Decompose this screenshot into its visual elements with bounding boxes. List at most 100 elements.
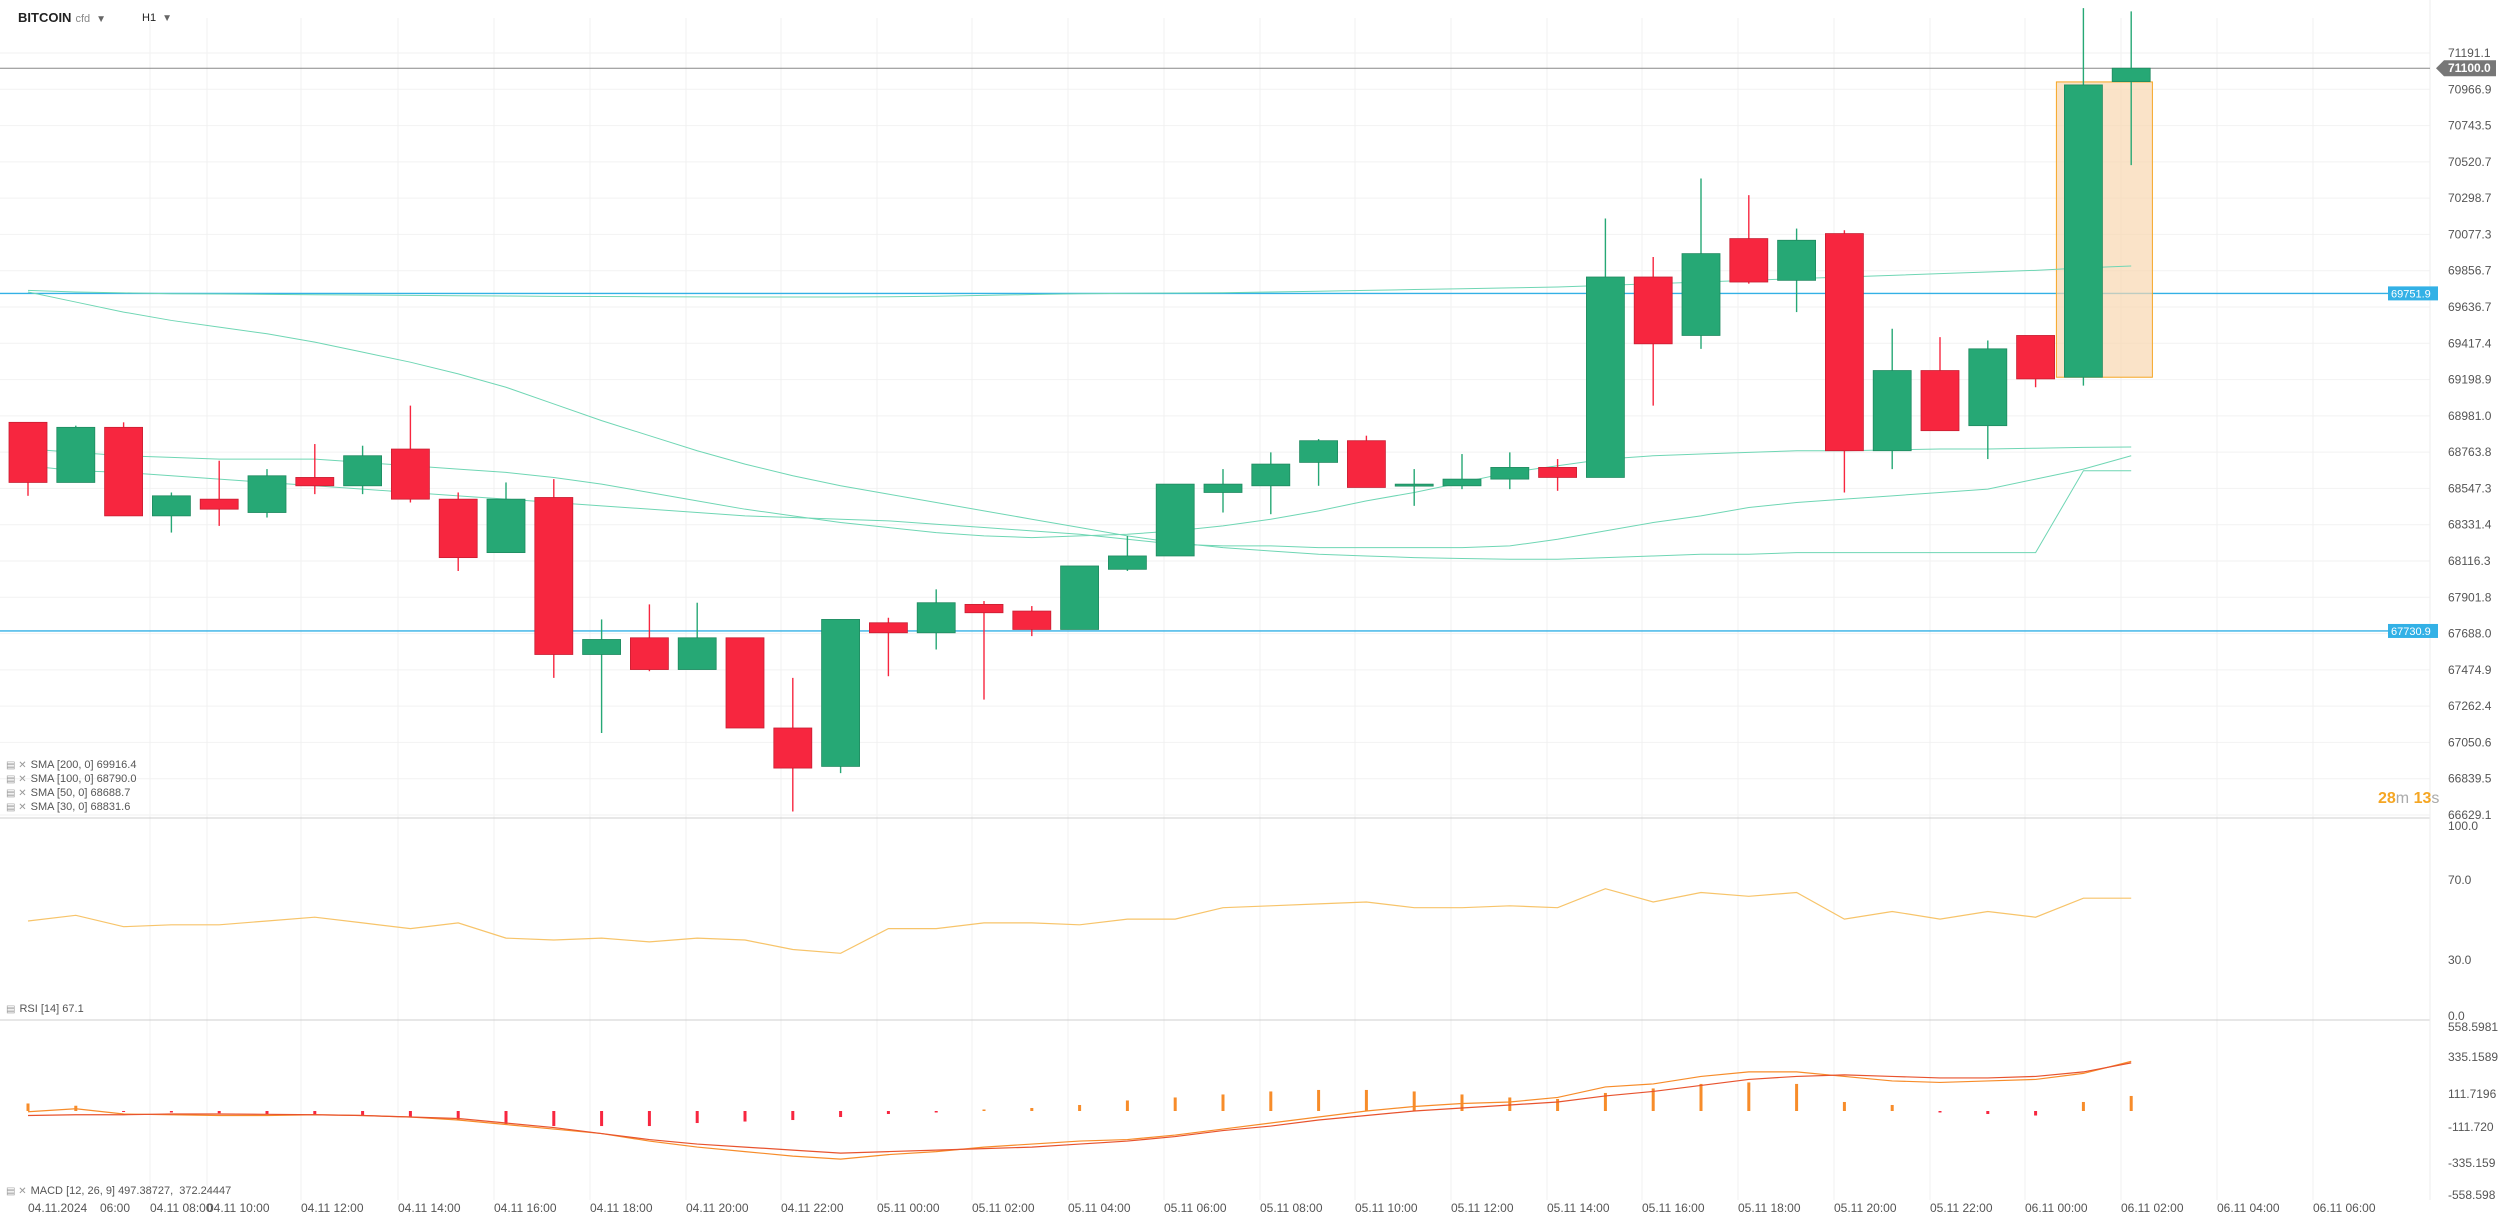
rsi-tick-label: 100.0 bbox=[2448, 819, 2478, 833]
macd-histogram-bar bbox=[313, 1111, 317, 1115]
candle-body bbox=[725, 637, 765, 729]
time-tick-label: 05.11 06:00 bbox=[1164, 1201, 1227, 1215]
candle-body bbox=[56, 426, 96, 483]
price-tick-label: 68331.4 bbox=[2448, 518, 2492, 532]
indicator-sma-200[interactable]: ▤ ✕ SMA [200, 0] 69916.4 bbox=[6, 759, 137, 771]
candle-body bbox=[1155, 483, 1195, 557]
candle-body bbox=[1586, 276, 1625, 478]
macd-histogram-bar bbox=[122, 1111, 126, 1112]
indicator-rsi[interactable]: ▤ RSI [14] 67.1 bbox=[6, 1003, 84, 1015]
time-tick-label: 04.11 08:00 bbox=[150, 1201, 213, 1215]
price-tick-label: 68981.0 bbox=[2448, 409, 2492, 423]
settings-close-icon[interactable]: ▤ ✕ bbox=[6, 1186, 27, 1197]
price-tick-label: 67050.6 bbox=[2448, 735, 2492, 749]
macd-histogram-bar bbox=[1317, 1089, 1321, 1111]
candle-body bbox=[343, 455, 383, 487]
hline-label-box bbox=[2388, 623, 2438, 638]
current-price-tag bbox=[2436, 60, 2496, 77]
time-tick-label: 05.11 02:00 bbox=[972, 1201, 1035, 1215]
candle-body bbox=[2016, 335, 2055, 380]
macd-histogram-bar bbox=[1986, 1111, 1990, 1115]
macd-histogram-bar bbox=[552, 1111, 556, 1127]
macd-tick-label: 558.5981 bbox=[2448, 1020, 2498, 1034]
time-tick-label: 04.11 10:00 bbox=[207, 1201, 270, 1215]
price-tick-label: 66629.1 bbox=[2448, 808, 2492, 822]
settings-close-icon[interactable]: ▤ ✕ bbox=[6, 788, 27, 799]
price-tick-label: 70077.3 bbox=[2448, 227, 2492, 241]
candle-body bbox=[1872, 370, 1912, 452]
time-tick-label: 06.11 06:00 bbox=[2313, 1201, 2376, 1215]
macd-histogram-bar bbox=[2081, 1101, 2085, 1111]
candle-body bbox=[1777, 239, 1816, 281]
sma200-line bbox=[27, 455, 2132, 549]
chevron-down-icon: ▼ bbox=[96, 14, 107, 25]
macd-histogram-bar bbox=[361, 1111, 365, 1116]
macd-histogram-bar bbox=[1603, 1092, 1607, 1111]
macd-histogram-bar bbox=[1699, 1083, 1703, 1111]
candle-body bbox=[486, 498, 526, 554]
candle-body bbox=[1442, 478, 1482, 487]
macd-histogram-bar bbox=[1556, 1098, 1560, 1111]
candle-body bbox=[1012, 610, 1052, 630]
settings-close-icon[interactable]: ▤ ✕ bbox=[6, 774, 27, 785]
macd-histogram-bar bbox=[1269, 1091, 1273, 1111]
time-tick-label: 05.11 04:00 bbox=[1068, 1201, 1131, 1215]
candle-body bbox=[1729, 238, 1769, 283]
candle-body bbox=[1633, 276, 1673, 345]
macd-histogram-bar bbox=[600, 1111, 604, 1127]
time-tick-label: 05.11 00:00 bbox=[877, 1201, 940, 1215]
macd-histogram-bar bbox=[1651, 1088, 1655, 1111]
macd-histogram-bar bbox=[934, 1111, 938, 1113]
macd-histogram-bar bbox=[647, 1111, 651, 1127]
price-tick-label: 70743.5 bbox=[2448, 119, 2492, 133]
candle-body bbox=[199, 498, 239, 510]
macd-histogram-bar bbox=[1938, 1111, 1942, 1113]
price-tick-label: 71191.1 bbox=[2448, 46, 2491, 60]
settings-icon[interactable]: ▤ bbox=[6, 1004, 16, 1015]
timeframe-selector[interactable]: H1 ▼ bbox=[142, 12, 172, 24]
macd-histogram-bar bbox=[695, 1111, 699, 1124]
indicator-sma-30[interactable]: ▤ ✕ SMA [30, 0] 68831.6 bbox=[6, 801, 131, 813]
macd-histogram-bar bbox=[1412, 1091, 1416, 1111]
time-tick-label: 04.11 20:00 bbox=[686, 1201, 749, 1215]
candle-countdown: 28m 13s bbox=[2378, 790, 2440, 807]
macd-histogram-bar bbox=[791, 1111, 795, 1121]
price-tick-label: 69636.7 bbox=[2448, 300, 2492, 314]
price-tick-label: 67262.4 bbox=[2448, 699, 2492, 713]
symbol-suffix: cfd bbox=[75, 13, 91, 25]
candle-body bbox=[1538, 467, 1577, 478]
candle-body bbox=[1825, 233, 1864, 452]
candle-body bbox=[8, 421, 48, 483]
settings-close-icon[interactable]: ▤ ✕ bbox=[6, 760, 27, 771]
price-tick-label: 68547.3 bbox=[2448, 481, 2492, 495]
candle-body bbox=[1203, 483, 1243, 493]
candle-body bbox=[1490, 467, 1530, 480]
candle-body bbox=[2063, 84, 2103, 378]
indicator-sma-100[interactable]: ▤ ✕ SMA [100, 0] 68790.0 bbox=[6, 773, 137, 785]
macd-histogram-bar bbox=[1125, 1100, 1129, 1111]
macd-histogram-bar bbox=[1364, 1089, 1368, 1111]
candle-body bbox=[964, 603, 1004, 614]
macd-histogram-bar bbox=[2129, 1095, 2133, 1111]
symbol-selector[interactable]: BITCOIN cfd ▼ bbox=[18, 10, 106, 25]
time-tick-label: 05.11 08:00 bbox=[1260, 1201, 1323, 1215]
settings-close-icon[interactable]: ▤ ✕ bbox=[6, 802, 27, 813]
price-tick-label: 69198.9 bbox=[2448, 373, 2492, 387]
indicator-sma-50[interactable]: ▤ ✕ SMA [50, 0] 68688.7 bbox=[6, 787, 131, 799]
macd-histogram-bar bbox=[1078, 1104, 1082, 1111]
price-tick-label: 66839.5 bbox=[2448, 772, 2492, 786]
time-tick-label: 05.11 22:00 bbox=[1930, 1201, 1993, 1215]
time-tick-label: 05.11 12:00 bbox=[1451, 1201, 1514, 1215]
price-tick-label: 70966.9 bbox=[2448, 82, 2492, 96]
candle-body bbox=[869, 622, 908, 634]
candle-body bbox=[151, 495, 191, 517]
price-tick-label: 70520.7 bbox=[2448, 155, 2492, 169]
rsi-tick-label: 70.0 bbox=[2448, 873, 2472, 887]
candle-body bbox=[1394, 483, 1434, 487]
candle-body bbox=[1299, 440, 1338, 463]
time-tick-label: 04.11 14:00 bbox=[398, 1201, 461, 1215]
indicator-macd[interactable]: ▤ ✕ MACD [12, 26, 9] 497.38727, 372.24447 bbox=[6, 1185, 232, 1197]
time-tick-label: 06.11 04:00 bbox=[2217, 1201, 2280, 1215]
time-tick-label: 04.11 16:00 bbox=[494, 1201, 557, 1215]
